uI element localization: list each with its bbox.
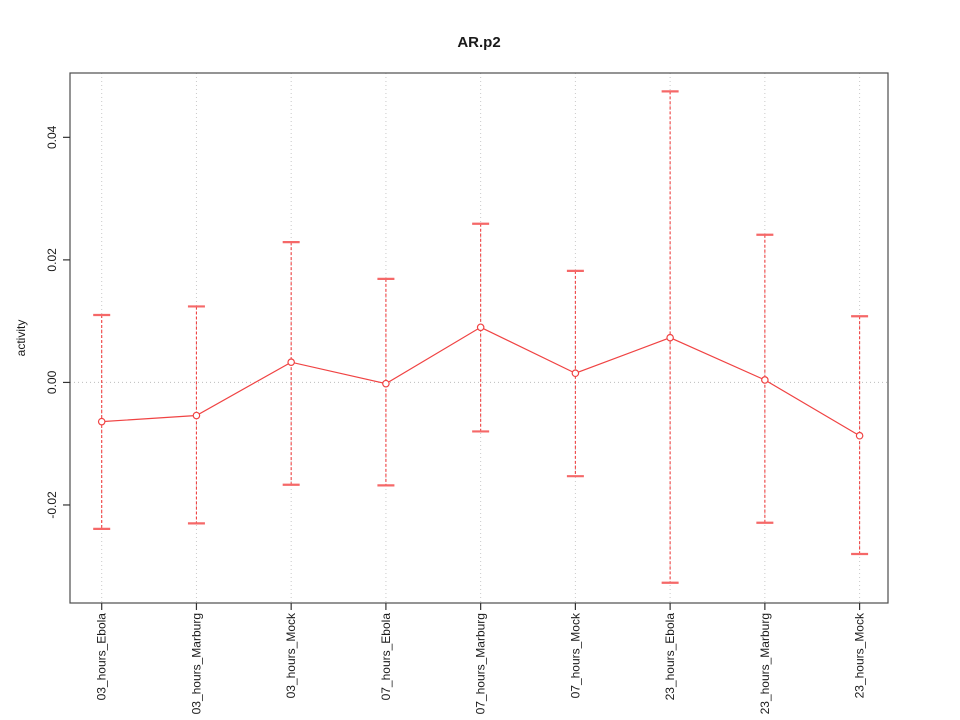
- data-point-marker: [571, 369, 580, 378]
- y-tick-label: -0.02: [45, 491, 59, 519]
- x-tick-label: 23_hours_Marburg: [758, 613, 772, 714]
- y-axis-title: activity: [14, 320, 28, 357]
- x-tick-label: 07_hours_Marburg: [474, 613, 488, 714]
- y-tick-label: 0.04: [45, 125, 59, 149]
- x-tick-label: 07_hours_Mock: [568, 612, 582, 698]
- y-tick-label: 0.00: [45, 370, 59, 394]
- x-tick-label: 23_hours_Mock: [853, 612, 867, 698]
- plot-border: [69, 72, 889, 604]
- data-point-marker: [287, 358, 295, 367]
- data-point-marker: [666, 333, 674, 342]
- y-tick-label: 0.02: [45, 248, 59, 272]
- x-tick-label: 23_hours_Ebola: [663, 613, 677, 701]
- x-tick-label: 03_hours_Mock: [284, 612, 298, 698]
- x-tick-label: 03_hours_Ebola: [95, 613, 109, 701]
- data-point-marker: [382, 379, 390, 388]
- data-point-marker: [855, 431, 864, 440]
- data-point-marker: [476, 323, 485, 332]
- x-tick-label: 03_hours_Marburg: [189, 613, 203, 714]
- data-point-marker: [97, 417, 106, 426]
- data-point-marker: [192, 411, 201, 420]
- x-tick-label: 07_hours_Ebola: [379, 613, 393, 701]
- chart-title: AR.p2: [457, 34, 500, 51]
- data-point-marker: [761, 376, 769, 384]
- plot-area: -0.02 0.00 0.02 0.04 03_hours_Ebola 03_hours_…: [45, 72, 889, 714]
